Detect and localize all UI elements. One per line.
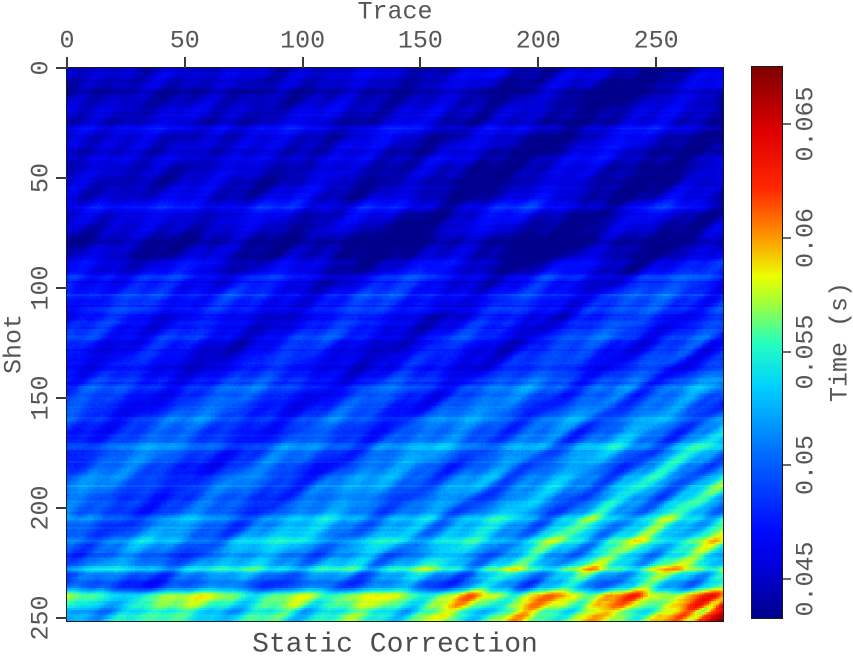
- x-tick: [537, 57, 540, 68]
- colorbar-tick: [783, 236, 791, 239]
- y-tick-label: 250: [26, 595, 56, 641]
- x-tick-label: 150: [397, 26, 443, 56]
- x-tick-label: 100: [280, 26, 326, 56]
- x-tick-label: 250: [633, 26, 679, 56]
- colorbar-tick: [783, 350, 791, 353]
- y-tick: [56, 176, 67, 179]
- heatmap-image: [67, 68, 723, 621]
- x-tick-label: 0: [59, 26, 75, 56]
- y-axis-title: Shot: [0, 313, 29, 375]
- y-tick: [56, 616, 67, 619]
- y-tick-label: 0: [26, 60, 56, 76]
- x-tick-label: 50: [169, 26, 200, 56]
- colorbar-tick-label: 0.045: [791, 541, 821, 617]
- colorbar-tick-label: 0.065: [791, 86, 821, 162]
- colorbar-gradient: [752, 67, 782, 618]
- x-axis-title: Trace: [357, 0, 433, 27]
- y-tick: [56, 396, 67, 399]
- y-tick-label: 150: [26, 375, 56, 421]
- colorbar-tick-label: 0.06: [791, 207, 821, 268]
- y-tick-label: 200: [26, 485, 56, 531]
- plot-title: Static Correction: [252, 629, 538, 660]
- x-tick: [419, 57, 422, 68]
- x-tick: [183, 57, 186, 68]
- y-tick-label: 50: [26, 162, 56, 193]
- x-tick-label: 200: [515, 26, 561, 56]
- colorbar-tick: [783, 578, 791, 581]
- x-tick: [301, 57, 304, 68]
- x-tick: [655, 57, 658, 68]
- colorbar-tick: [783, 464, 791, 467]
- x-tick: [66, 57, 68, 68]
- y-tick-label: 100: [26, 265, 56, 311]
- colorbar-title: Time (s): [825, 281, 853, 403]
- colorbar-tick-label: 0.055: [791, 314, 821, 390]
- y-tick: [56, 506, 67, 509]
- colorbar-tick: [783, 122, 791, 125]
- y-tick: [56, 67, 67, 69]
- colorbar-tick-label: 0.05: [791, 435, 821, 496]
- y-tick: [56, 286, 67, 289]
